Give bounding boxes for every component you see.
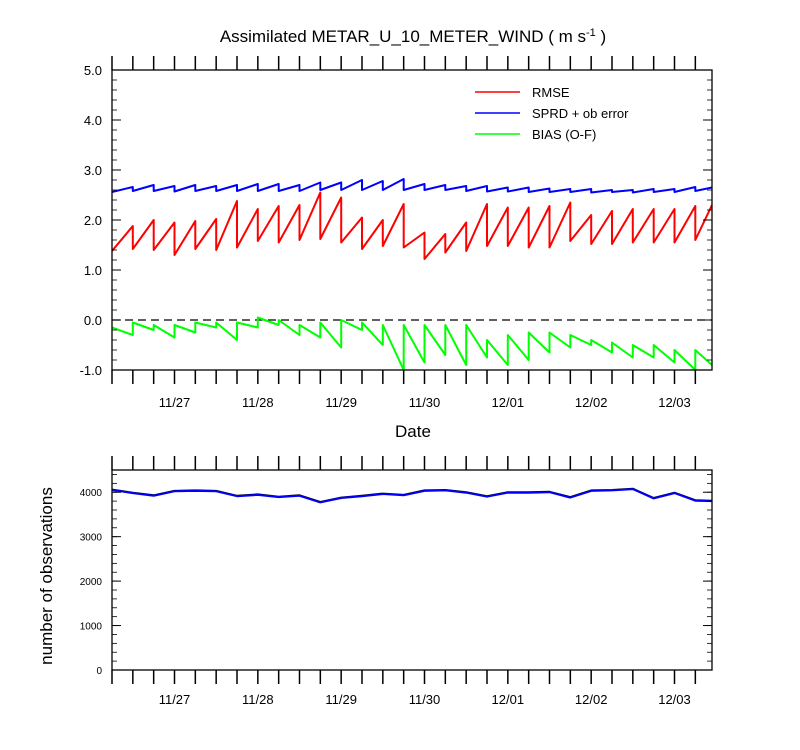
series-line-bias-o-f	[112, 316, 712, 370]
x-tick-label: 11/29	[325, 395, 357, 410]
top-frame: -1.0 0.0 1.0 2.0 3.0 4.0 5.0 11/27 11/28 11/29 11/…	[80, 56, 713, 410]
x-tick-label: 11/30	[409, 692, 441, 707]
bottom-panel: 0 1000 2000 3000 4000 11/27 11/28 11/29 11/30 12/…	[37, 456, 713, 707]
series-line-assimilated-observations	[112, 488, 712, 504]
y-tick-label: -1.0	[80, 363, 102, 378]
legend-label: RMSE	[532, 85, 570, 100]
chart-title-sup: -1	[586, 27, 596, 39]
plot-frame	[111, 69, 713, 371]
top-panel: Assimilated METAR_U_10_METER_WIND ( m s-…	[80, 27, 713, 441]
y-tick-label: 2000	[80, 577, 103, 588]
x-tick-label: 12/03	[658, 692, 691, 707]
y-tick-label: 0	[96, 666, 102, 677]
plot-frame	[111, 469, 713, 671]
series-line-sprd-ob-error	[112, 178, 712, 194]
top-series-group	[112, 178, 712, 370]
x-tick-label: 11/28	[242, 692, 274, 707]
y-tick-label: 3.0	[84, 163, 102, 178]
y-tick-label: 3000	[80, 533, 103, 544]
bottom-frame: 0 1000 2000 3000 4000 11/27 11/28 11/29 11/30 12/…	[80, 456, 713, 707]
x-tick-label: 11/27	[159, 692, 191, 707]
y-tick-label: 2.0	[84, 213, 102, 228]
x-tick-label: 12/01	[492, 692, 525, 707]
chart-title: Assimilated METAR_U_10_METER_WIND ( m s-…	[220, 27, 606, 46]
series-line-rmse	[112, 191, 712, 260]
y-tick-label: 0.0	[84, 313, 102, 328]
x-tick-label: 11/29	[325, 692, 357, 707]
x-tick-label: 11/30	[409, 395, 441, 410]
x-tick-label: 11/28	[242, 395, 274, 410]
x-tick-label: 12/02	[575, 692, 608, 707]
y-tick-label: 5.0	[84, 63, 102, 78]
x-axis-label: Date	[395, 422, 431, 441]
chart-title-close: )	[596, 27, 606, 46]
legend-label: SPRD + ob error	[532, 106, 629, 121]
x-tick-label: 12/01	[492, 395, 525, 410]
chart-title-text: Assimilated METAR_U_10_METER_WIND ( m s	[220, 27, 586, 46]
legend-label: BIAS (O-F)	[532, 127, 596, 142]
y-tick-label: 4000	[80, 488, 103, 499]
y-tick-label: 4.0	[84, 113, 102, 128]
x-tick-label: 12/03	[658, 395, 691, 410]
y-axis-label-observations: number of observations	[37, 487, 56, 665]
x-tick-label: 12/02	[575, 395, 608, 410]
y-tick-label: 1000	[80, 622, 103, 633]
bottom-series-group	[112, 487, 712, 504]
legend: RMSE SPRD + ob error BIAS (O-F)	[475, 85, 629, 142]
x-tick-label: 11/27	[159, 395, 191, 410]
y-tick-label: 1.0	[84, 263, 102, 278]
